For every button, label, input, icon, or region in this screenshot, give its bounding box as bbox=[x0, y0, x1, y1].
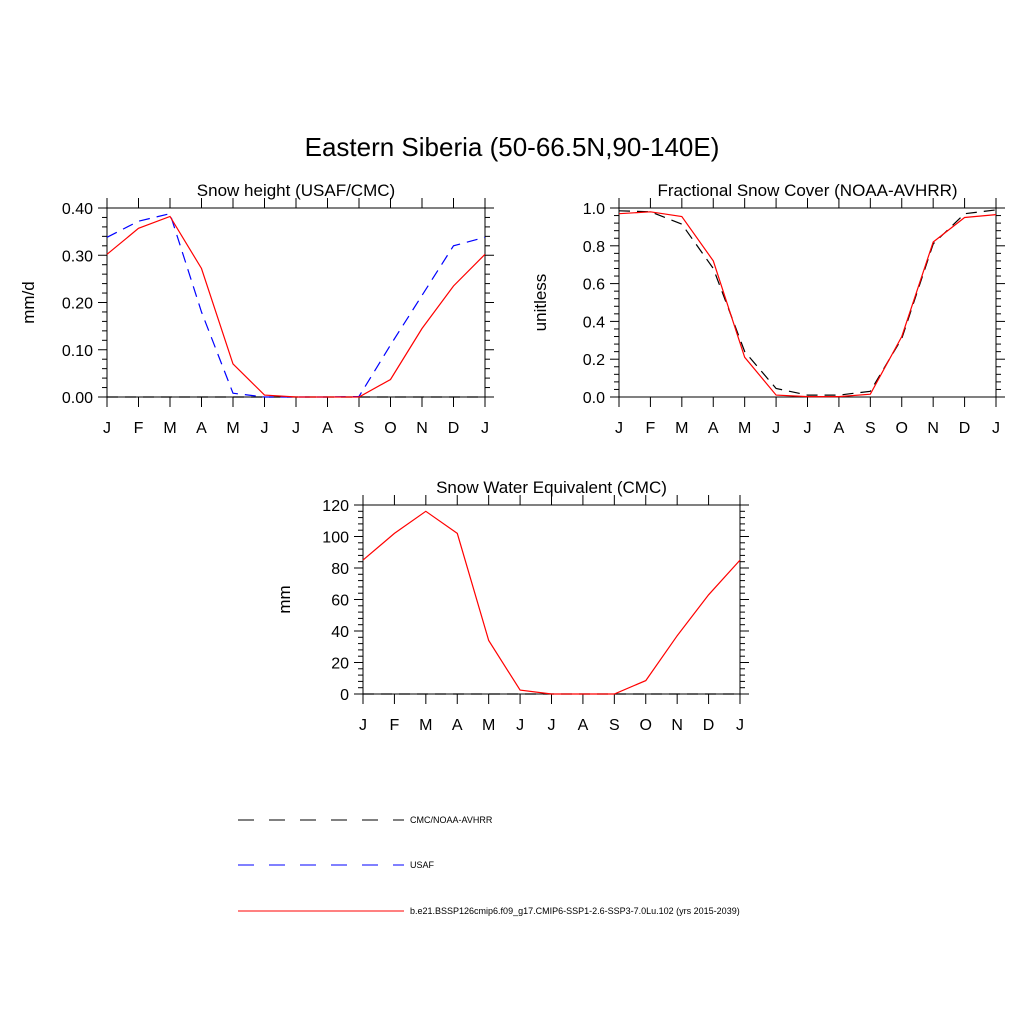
y-tick-label: 1.0 bbox=[583, 201, 605, 218]
x-tick-label: N bbox=[927, 420, 939, 437]
x-tick-label: A bbox=[322, 420, 333, 437]
plot-frame bbox=[618, 207, 997, 398]
chart-panels: Snow height (USAF/CMC)mm/d0.000.100.200.… bbox=[19, 181, 1005, 734]
y-tick-label: 80 bbox=[331, 561, 349, 578]
y-tick-label: 0.4 bbox=[583, 314, 605, 331]
y-tick-label: 0.20 bbox=[62, 296, 93, 313]
x-tick-label: J bbox=[992, 420, 1000, 437]
y-tick-label: 0.10 bbox=[62, 343, 93, 360]
y-tick-label: 100 bbox=[322, 530, 349, 547]
y-tick-label: 120 bbox=[322, 498, 349, 515]
x-tick-label: J bbox=[103, 420, 111, 437]
x-tick-label: J bbox=[516, 717, 524, 734]
y-tick-label: 60 bbox=[331, 593, 349, 610]
x-tick-label: A bbox=[708, 420, 719, 437]
series-line-2 bbox=[362, 510, 741, 695]
x-tick-label: M bbox=[226, 420, 239, 437]
y-tick-label: 40 bbox=[331, 624, 349, 641]
x-tick-label: O bbox=[384, 420, 396, 437]
x-tick-label: J bbox=[292, 420, 300, 437]
legend-label-1: CMC/NOAA-AVHRR bbox=[410, 815, 493, 825]
x-tick-label: M bbox=[482, 717, 495, 734]
x-tick-label: O bbox=[640, 717, 652, 734]
x-tick-label: F bbox=[390, 717, 400, 734]
x-tick-label: M bbox=[738, 420, 751, 437]
x-tick-label: A bbox=[834, 420, 845, 437]
panel-title: Snow height (USAF/CMC) bbox=[197, 181, 395, 200]
x-tick-label: J bbox=[772, 420, 780, 437]
x-tick-label: J bbox=[548, 717, 556, 734]
y-tick-label: 20 bbox=[331, 656, 349, 673]
x-tick-label: O bbox=[896, 420, 908, 437]
legend-label-2: USAF bbox=[410, 860, 435, 870]
panel-title: Fractional Snow Cover (NOAA-AVHRR) bbox=[657, 181, 957, 200]
x-tick-label: J bbox=[615, 420, 623, 437]
x-tick-label: S bbox=[354, 420, 365, 437]
y-tick-label: 0.6 bbox=[583, 277, 605, 294]
x-tick-label: S bbox=[865, 420, 876, 437]
x-tick-label: M bbox=[675, 420, 688, 437]
x-tick-label: N bbox=[416, 420, 428, 437]
x-tick-label: J bbox=[804, 420, 812, 437]
chart-panel-3: Snow Water Equivalent (CMC) mm 0 20 40 60 80 10… bbox=[275, 478, 749, 734]
x-tick-label: A bbox=[578, 717, 589, 734]
series-line-3 bbox=[106, 215, 486, 398]
x-tick-label: S bbox=[609, 717, 620, 734]
x-tick-label: D bbox=[959, 420, 971, 437]
panel-title: Snow Water Equivalent (CMC) bbox=[436, 478, 667, 497]
y-axis-label: mm/d bbox=[19, 281, 38, 324]
y-axis-label: mm bbox=[275, 585, 294, 613]
chart-panel-2: Fractional Snow Cover (NOAA-AVHRR) unitle… bbox=[531, 181, 1005, 437]
figure-title: Eastern Siberia (50-66.5N,90-140E) bbox=[305, 132, 720, 162]
x-tick-label: J bbox=[261, 420, 269, 437]
plot-frame bbox=[362, 504, 741, 695]
x-tick-label: J bbox=[359, 717, 367, 734]
plot-frame bbox=[106, 207, 486, 398]
x-tick-label: J bbox=[736, 717, 744, 734]
x-tick-label: D bbox=[703, 717, 715, 734]
y-tick-label: 0 bbox=[340, 687, 349, 704]
x-tick-label: D bbox=[448, 420, 460, 437]
legend: CMC/NOAA-AVHRR USAF b.e21.BSSP126cmip6.f09… bbox=[238, 815, 740, 916]
y-axis-label: unitless bbox=[531, 274, 550, 332]
x-tick-label: A bbox=[452, 717, 463, 734]
x-tick-label: N bbox=[671, 717, 683, 734]
y-tick-label: 0.0 bbox=[583, 390, 605, 407]
x-tick-label: F bbox=[134, 420, 144, 437]
x-tick-label: M bbox=[419, 717, 432, 734]
y-tick-label: 0.40 bbox=[62, 201, 93, 218]
x-tick-label: J bbox=[481, 420, 489, 437]
legend-label-3: b.e21.BSSP126cmip6.f09_g17.CMIP6-SSP1-2.… bbox=[410, 906, 740, 916]
y-tick-label: 0.00 bbox=[62, 390, 93, 407]
y-tick-label: 0.2 bbox=[583, 352, 605, 369]
series-line-2 bbox=[618, 211, 997, 398]
x-tick-label: F bbox=[646, 420, 656, 437]
y-tick-label: 0.30 bbox=[62, 248, 93, 265]
chart-panel-1: Snow height (USAF/CMC) mm/d 0.00 0.10 0.20 0.… bbox=[19, 181, 494, 437]
series-line-2 bbox=[106, 212, 486, 398]
y-tick-label: 0.8 bbox=[583, 239, 605, 256]
x-tick-label: M bbox=[163, 420, 176, 437]
x-tick-label: A bbox=[196, 420, 207, 437]
